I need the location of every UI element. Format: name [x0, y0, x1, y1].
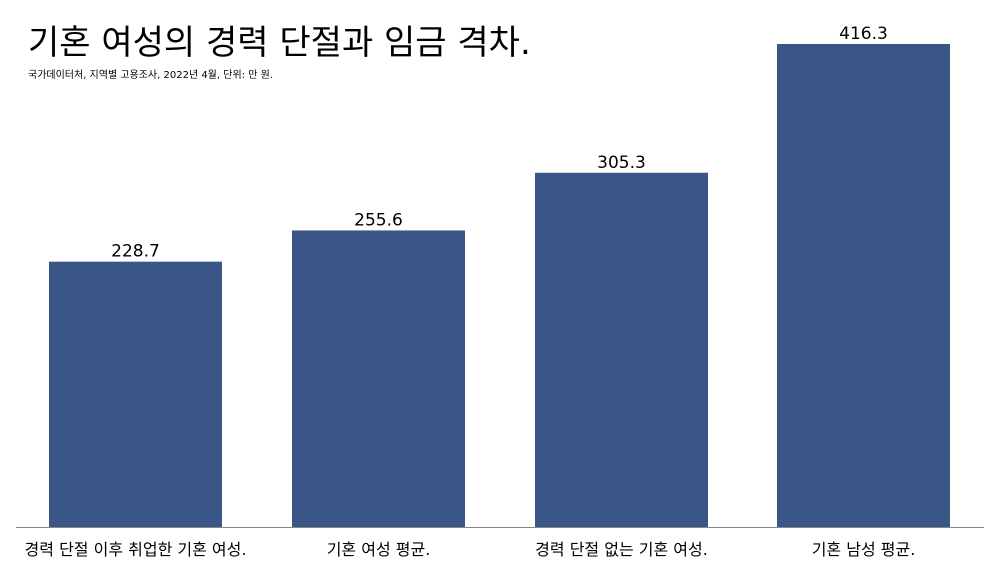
- bar-3: [535, 172, 708, 527]
- bar-value-label-2: 255.6: [354, 210, 403, 230]
- value-labels-layer: 228.7 255.6 305.3 416.3: [111, 24, 888, 262]
- category-label-2: 기혼 여성 평균.: [327, 540, 431, 559]
- chart-subtitle: 국가데이터처, 지역별 고용조사, 2022년 4월, 단위: 만 원.: [28, 68, 273, 81]
- bar-4: [777, 44, 950, 527]
- category-labels-layer: 경력 단절 이후 취업한 기혼 여성. 기혼 여성 평균. 경력 단절 없는 기혼 …: [25, 540, 916, 559]
- bar-value-label-1: 228.7: [111, 242, 160, 262]
- bars-layer: [49, 44, 950, 527]
- chart-title: 기혼 여성의 경력 단절과 임금 격차.: [28, 23, 531, 63]
- bar-value-label-3: 305.3: [597, 153, 646, 173]
- category-label-3: 경력 단절 없는 기혼 여성.: [535, 540, 708, 559]
- bar-2: [292, 230, 465, 527]
- bar-value-label-4: 416.3: [839, 24, 888, 44]
- bar-1: [49, 261, 222, 527]
- category-label-1: 경력 단절 이후 취업한 기혼 여성.: [25, 540, 247, 559]
- category-label-4: 기혼 남성 평균.: [812, 540, 916, 559]
